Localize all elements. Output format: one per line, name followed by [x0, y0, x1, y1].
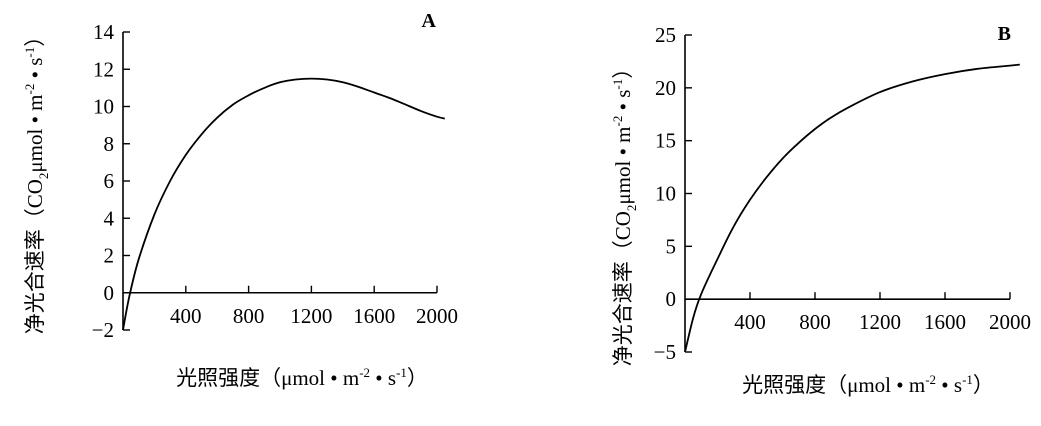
- x-tick-label: 1200: [859, 310, 901, 334]
- y-axis-title-sub: 2: [624, 205, 639, 212]
- x-axis-title-text: ）: [973, 373, 994, 397]
- y-axis-title-text: 净光合速率（CO: [23, 179, 47, 334]
- x-axis-title-text: • s: [370, 366, 396, 390]
- y-tick-label: 14: [93, 20, 115, 44]
- y-tick-label: 20: [655, 76, 676, 100]
- x-tick-label: 2000: [416, 304, 458, 328]
- x-tick-label: 800: [233, 304, 265, 328]
- x-tick-label: 800: [799, 310, 831, 334]
- panel-label: B: [998, 23, 1011, 45]
- x-tick-label: 1600: [924, 310, 966, 334]
- y-tick-label: 15: [655, 129, 676, 153]
- x-tick-label: 400: [170, 304, 202, 328]
- x-axis-title: 光照强度（μmol • m-2 • s-1）: [176, 365, 428, 390]
- y-axis-title-sup: -2: [610, 116, 625, 127]
- y-tick-label: 10: [93, 95, 114, 119]
- x-tick-label: 2000: [989, 310, 1031, 334]
- y-axis-title: 净光合速率（CO2μmol • m-2 • s-1）: [22, 26, 51, 335]
- series-line: [684, 63, 1020, 353]
- y-tick-label: 0: [666, 287, 677, 311]
- chart-panel-b: −5 0 5 10 15 20 25 400 800 1200 1600 2000 B 光照强度（μmol…: [610, 23, 1031, 397]
- y-axis-title-sup: -2: [22, 84, 37, 95]
- x-axis-title-sup: -2: [359, 365, 370, 380]
- y-axis-title-text: μmol • m: [611, 126, 635, 204]
- y-tick-label: 12: [93, 57, 114, 81]
- x-axis-title-sup: -1: [396, 365, 407, 380]
- y-axis-title-text: μmol • m: [23, 94, 47, 172]
- y-tick-label: 6: [104, 169, 115, 193]
- x-axis-title-sup: -1: [962, 372, 973, 387]
- y-axis-title-sup: -1: [610, 79, 625, 90]
- panel-label: A: [422, 10, 437, 32]
- series-line: [122, 77, 446, 331]
- x-axis-title-text: • s: [936, 373, 962, 397]
- y-tick-label: 0: [104, 281, 115, 305]
- x-axis-title: 光照强度（μmol • m-2 • s-1）: [742, 372, 994, 397]
- y-axis-title-text: • s: [23, 58, 47, 84]
- y-axis-title-text: ）: [611, 58, 635, 79]
- x-axis-title-text: 光照强度（μmol • m: [742, 373, 925, 397]
- x-tick-label: 1600: [353, 304, 395, 328]
- y-axis-title-text: ）: [23, 26, 47, 47]
- x-axis-title-sup: -2: [925, 372, 936, 387]
- y-tick-label: −2: [92, 318, 114, 342]
- chart-panel-a: −2 0 2 4 6 8 10 12 14 400 800 1200 1600 2000 A 光照强度（μmo…: [22, 10, 458, 390]
- y-tick-label: 10: [655, 182, 676, 206]
- x-axis-title-text: 光照强度（μmol • m: [176, 366, 359, 390]
- y-axis-title-text: • s: [611, 90, 635, 116]
- y-tick-label: 8: [104, 132, 115, 156]
- y-tick-label: 25: [655, 23, 676, 47]
- y-axis-title-sup: -1: [22, 47, 37, 58]
- y-axis-title-sub: 2: [36, 173, 51, 180]
- y-tick-label: 4: [104, 206, 115, 230]
- y-tick-label: 2: [104, 244, 115, 268]
- x-axis-title-text: ）: [407, 366, 428, 390]
- y-axis-title-text: 净光合速率（CO: [611, 211, 635, 366]
- y-axis-title: 净光合速率（CO2μmol • m-2 • s-1）: [610, 58, 639, 367]
- x-tick-label: 1200: [290, 304, 332, 328]
- y-tick-label: −5: [654, 340, 676, 364]
- x-tick-label: 400: [734, 310, 766, 334]
- y-tick-label: 5: [666, 234, 677, 258]
